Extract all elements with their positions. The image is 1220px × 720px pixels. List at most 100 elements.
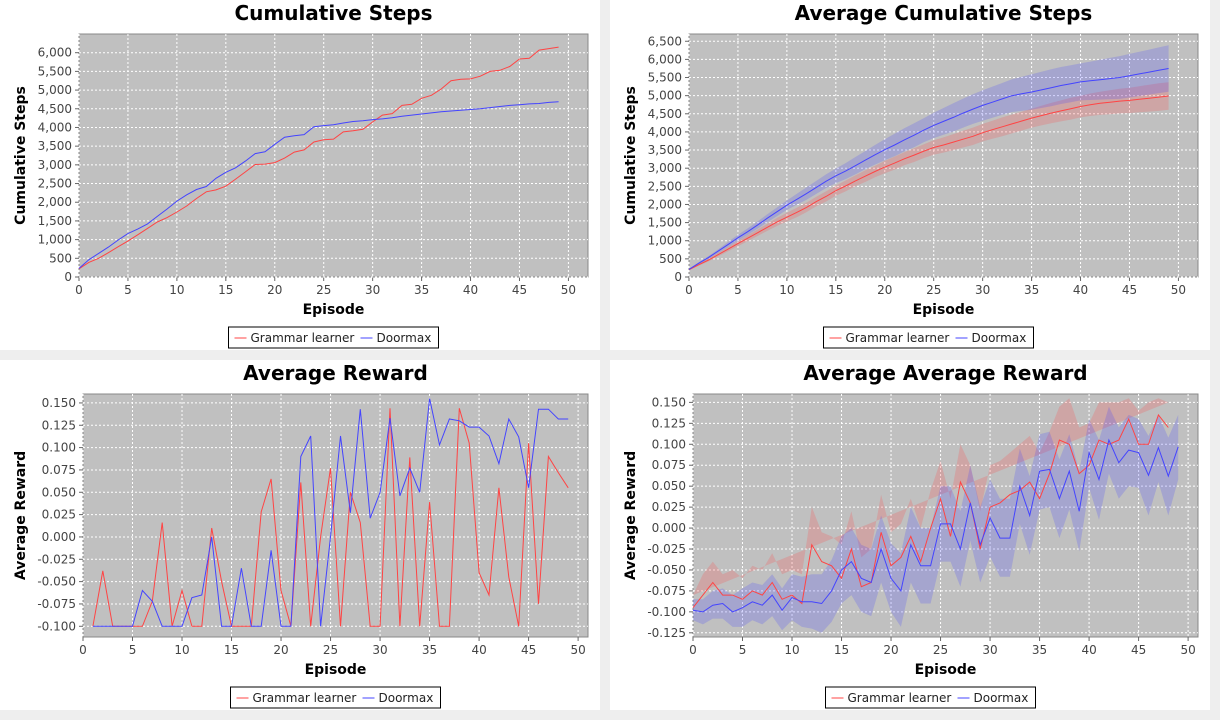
y-tick-label: -0.025 <box>647 542 686 556</box>
y-tick-label: 6,500 <box>648 34 682 48</box>
x-tick-label: 25 <box>926 283 941 297</box>
average-average-reward-svg: Average Average Reward 0 5 10 15 20 25 30 35 40 45… <box>623 361 1199 709</box>
x-tick-label: 30 <box>372 643 387 657</box>
y-tick-label: -0.100 <box>647 605 686 619</box>
average-average-reward-chart: Average Average Reward 0 5 10 15 20 25 30 35 40 45… <box>610 360 1210 710</box>
y-tick-label: 0.025 <box>42 508 76 522</box>
y-tick-label: 1,000 <box>648 234 682 248</box>
legend-label-grammar-learner: Grammar learner <box>848 691 952 705</box>
x-tick-label: 35 <box>1032 643 1047 657</box>
series-line-doormax <box>78 101 559 269</box>
y-tick-label: -0.050 <box>37 575 76 589</box>
legend-label-grammar-learner: Grammar learner <box>251 331 355 345</box>
x-tick-label: 0 <box>75 283 83 297</box>
y-axis-label: Average Reward <box>623 451 639 580</box>
x-tick-label: 15 <box>218 283 233 297</box>
y-tick-label: 5,000 <box>648 89 682 103</box>
y-tick-label: 1,500 <box>648 216 682 230</box>
legend-box <box>823 326 1034 349</box>
series-line-doormax <box>688 68 1169 270</box>
legend-label-doormax: Doormax <box>379 691 434 705</box>
chart-title: Average Cumulative Steps <box>795 1 1093 25</box>
series-line-doormax <box>92 398 569 627</box>
y-tick-label: 5,000 <box>38 83 72 97</box>
series-band-doormax <box>693 406 1179 633</box>
x-tick-label: 15 <box>834 643 849 657</box>
y-tick-label: 0.025 <box>652 500 686 514</box>
y-tick-label: 0.100 <box>42 441 76 455</box>
x-tick-label: 35 <box>414 283 429 297</box>
x-axis-label: Episode <box>305 662 367 678</box>
x-tick-label: 10 <box>174 643 189 657</box>
y-tick-label: 3,500 <box>38 139 72 153</box>
series-line-grammar-learner <box>688 95 1169 271</box>
y-tick-label: -0.025 <box>37 552 76 566</box>
x-tick-label: 0 <box>79 643 87 657</box>
y-tick-label: 5,500 <box>648 71 682 85</box>
x-tick-label: 20 <box>267 283 282 297</box>
x-axis-label: Episode <box>303 302 365 318</box>
x-tick-label: 25 <box>323 643 338 657</box>
y-tick-label: 0 <box>64 270 72 284</box>
legend-label-grammar-learner: Grammar learner <box>846 331 950 345</box>
x-tick-label: 25 <box>933 643 948 657</box>
average-cumulative-steps-chart: Average Cumulative Steps 0 5 10 15 20 25 30 35 40… <box>610 0 1210 350</box>
x-tick-label: 35 <box>422 643 437 657</box>
series-line-grammar-learner <box>78 46 559 270</box>
y-tick-label: 3,000 <box>38 158 72 172</box>
y-tick-label: 0.050 <box>42 485 76 499</box>
plot-area <box>688 33 1199 278</box>
y-tick-label: 2,500 <box>38 177 72 191</box>
x-tick-label: 5 <box>734 283 742 297</box>
chart-title: Average Reward <box>243 361 428 385</box>
y-tick-label: -0.075 <box>647 584 686 598</box>
chart-title: Cumulative Steps <box>234 1 432 25</box>
legend-label-doormax: Doormax <box>974 691 1029 705</box>
x-tick-label: 45 <box>1122 283 1137 297</box>
legend-box <box>230 686 441 709</box>
x-axis-label: Episode <box>913 302 975 318</box>
legend: Grammar learner Doormax <box>228 326 439 349</box>
y-tick-label: 1,500 <box>38 214 72 228</box>
x-tick-label: 50 <box>1171 283 1186 297</box>
y-tick-label: 0.050 <box>652 479 686 493</box>
y-tick-label: 0.000 <box>42 530 76 544</box>
x-tick-label: 35 <box>1024 283 1039 297</box>
y-axis-label: Average Reward <box>13 451 29 580</box>
x-tick-label: 5 <box>129 643 137 657</box>
y-tick-label: 6,000 <box>648 52 682 66</box>
y-tick-label: 4,000 <box>38 120 72 134</box>
y-tick-label: 0.150 <box>652 395 686 409</box>
average-reward-svg: Average Reward 0 5 10 15 20 25 30 35 40 45 50 -0.100… <box>13 361 589 709</box>
x-tick-label: 30 <box>975 283 990 297</box>
y-tick-label: 2,000 <box>38 195 72 209</box>
legend-label-doormax: Doormax <box>377 331 432 345</box>
y-tick-label: 0.125 <box>652 416 686 430</box>
y-tick-label: 4,500 <box>38 102 72 116</box>
x-axis-label: Episode <box>915 662 977 678</box>
x-tick-label: 0 <box>685 283 693 297</box>
y-tick-label: -0.075 <box>37 597 76 611</box>
y-tick-label: 6,000 <box>38 46 72 60</box>
y-axis-label: Cumulative Steps <box>623 86 639 225</box>
y-tick-label: -0.050 <box>647 563 686 577</box>
plot-area <box>692 393 1199 638</box>
x-tick-label: 40 <box>463 283 478 297</box>
y-tick-label: 0.125 <box>42 418 76 432</box>
legend: Grammar learner Doormax <box>230 686 441 709</box>
legend-label-grammar-learner: Grammar learner <box>253 691 357 705</box>
y-tick-label: 5,500 <box>38 64 72 78</box>
y-axis-label: Cumulative Steps <box>13 86 29 225</box>
x-tick-label: 40 <box>1081 643 1096 657</box>
y-tick-label: 0.000 <box>652 521 686 535</box>
plot-area <box>82 393 589 638</box>
legend-box <box>228 326 439 349</box>
y-tick-label: 500 <box>659 252 682 266</box>
legend: Grammar learner Doormax <box>823 326 1034 349</box>
y-tick-label: 2,500 <box>648 179 682 193</box>
average-cumulative-steps-svg: Average Cumulative Steps 0 5 10 15 20 25 30 35 40… <box>623 1 1199 349</box>
y-tick-label: 4,500 <box>648 107 682 121</box>
x-tick-label: 45 <box>521 643 536 657</box>
y-tick-label: -0.100 <box>37 619 76 633</box>
